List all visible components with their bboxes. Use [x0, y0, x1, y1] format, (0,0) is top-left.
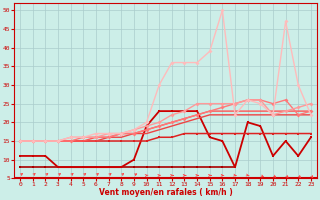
- X-axis label: Vent moyen/en rafales ( km/h ): Vent moyen/en rafales ( km/h ): [99, 188, 232, 197]
